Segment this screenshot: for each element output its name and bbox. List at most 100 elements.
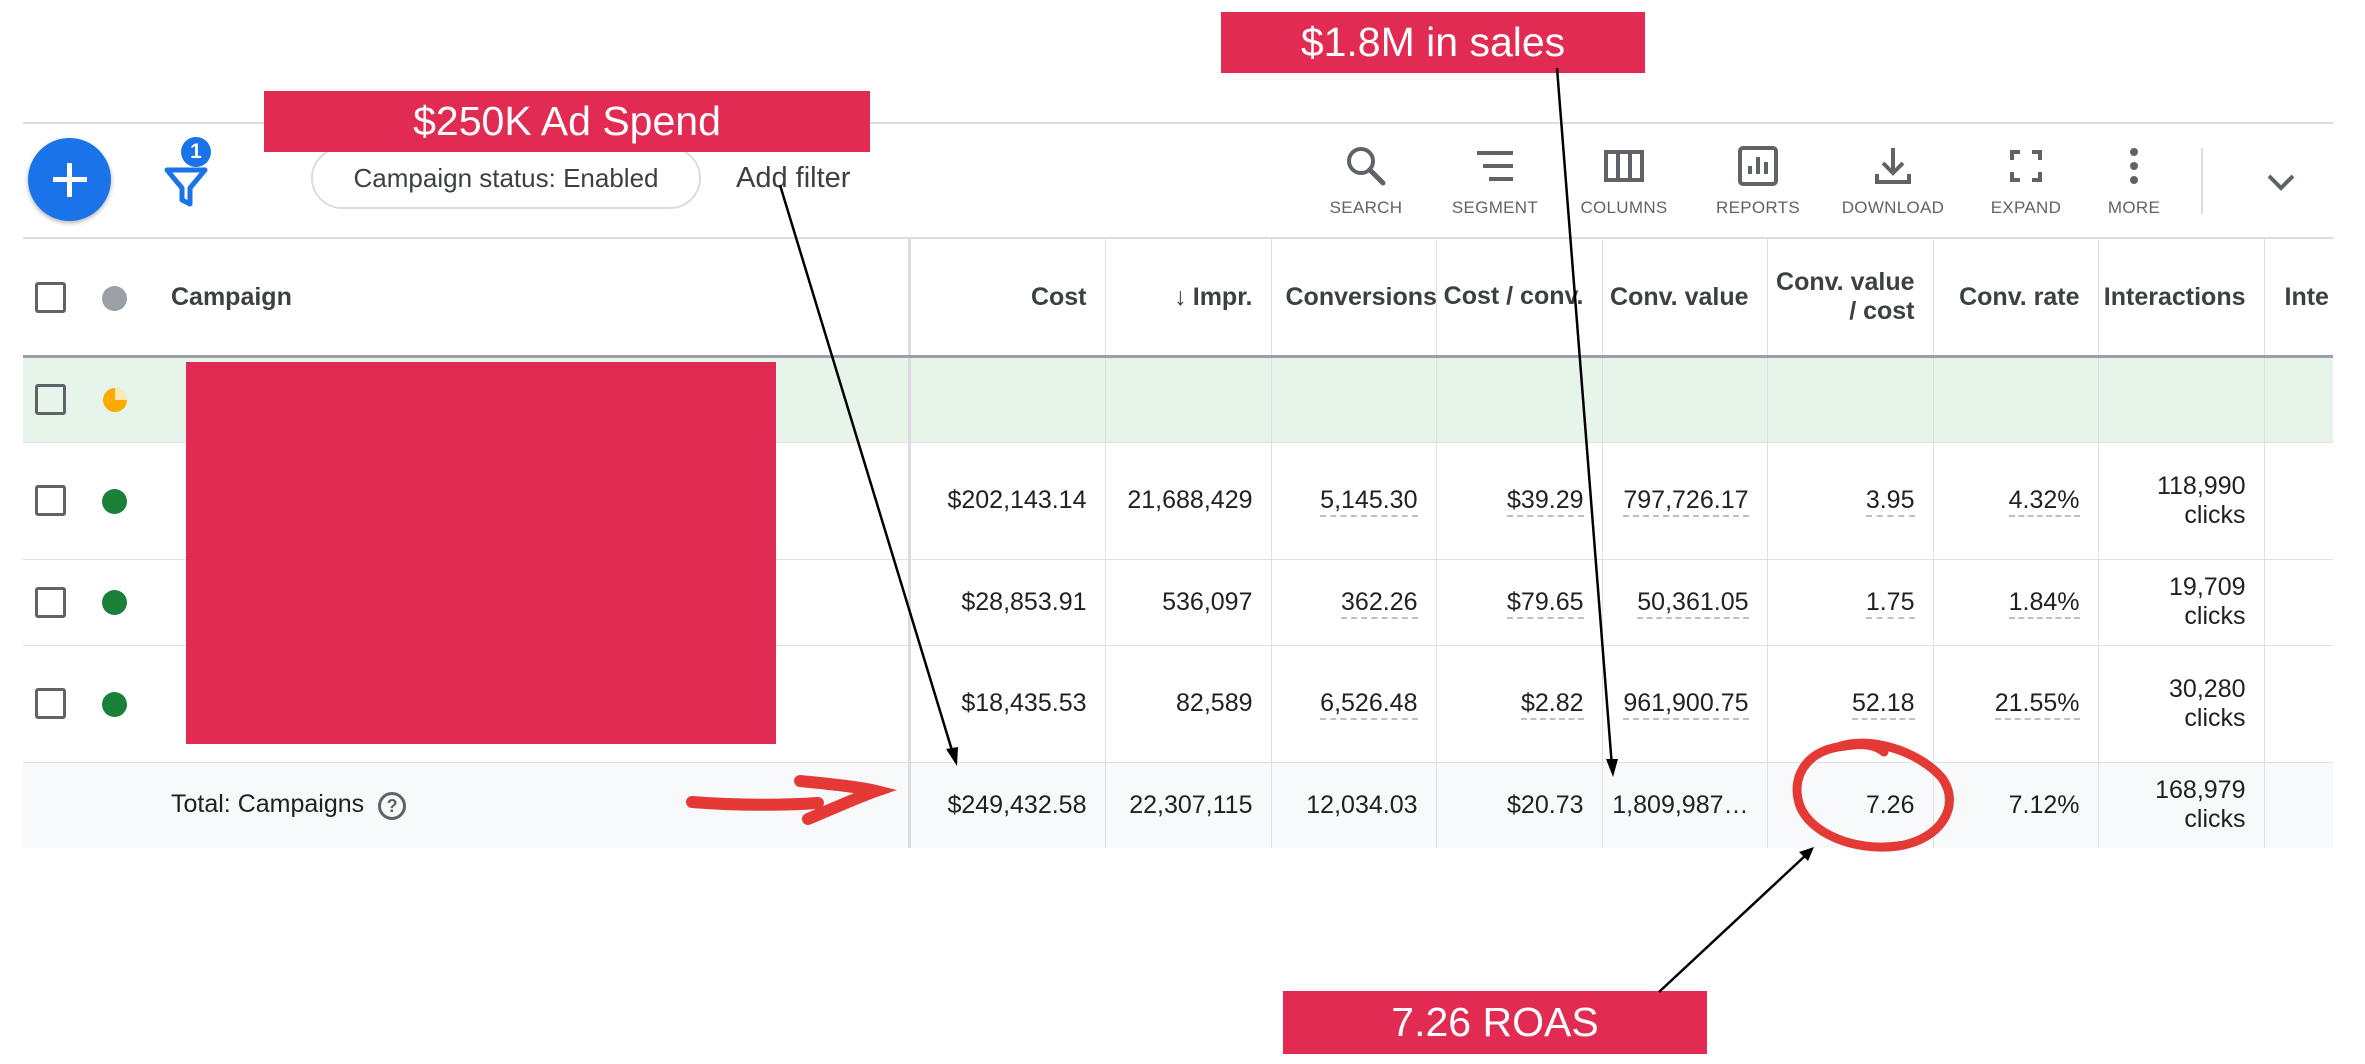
select-all-cell — [23, 239, 78, 358]
segment-icon — [1477, 151, 1513, 181]
status-dot-icon — [102, 285, 127, 311]
inte-header[interactable]: Inte — [2263, 239, 2333, 358]
conv-value-cost-value[interactable]: 1.75 — [1865, 587, 1915, 619]
filter-count-badge: 1 — [181, 137, 211, 167]
total-interactions-unit: clicks — [2184, 805, 2246, 833]
conv-rate-value[interactable]: 4.32% — [2008, 486, 2080, 517]
impr-header-label: Impr. — [1192, 282, 1253, 311]
campaign-header[interactable]: Campaign — [151, 239, 909, 358]
segment-button[interactable]: SEGMENT — [1425, 144, 1565, 218]
more-vert-icon — [2130, 148, 2138, 184]
interactions-value: 30,280 — [2169, 674, 2246, 703]
conv-value-value[interactable]: 797,726.17 — [1623, 486, 1749, 517]
chevron-down-icon[interactable] — [2261, 162, 2301, 202]
impr-header[interactable]: ↓ Impr. — [1104, 239, 1271, 358]
table-cell — [78, 762, 151, 848]
conv-rate-value[interactable]: 1.84% — [2008, 587, 2080, 619]
total-row: Total: Campaigns? $249,432.58 22,307,115… — [23, 762, 2333, 848]
cost-cell: $18,435.53 — [907, 645, 1105, 763]
reports-button[interactable]: REPORTS — [1688, 144, 1828, 218]
conv-rate-value[interactable]: 21.55% — [1994, 689, 2080, 720]
add-campaign-button[interactable] — [28, 138, 111, 221]
total-conversions-cell: 12,034.03 — [1270, 762, 1436, 848]
ad-spend-annotation: $250K Ad Spend — [264, 91, 870, 152]
conversions-value[interactable]: 6,526.48 — [1320, 689, 1418, 720]
cost-conv-cell: $2.82 — [1435, 645, 1602, 763]
cost-header[interactable]: Cost — [907, 239, 1105, 358]
table-cell — [1766, 356, 1933, 443]
add-filter-link[interactable]: Add filter — [736, 162, 851, 194]
conversions-value[interactable]: 362.26 — [1341, 587, 1418, 619]
columns-label: COLUMNS — [1580, 198, 1668, 217]
enabled-status-icon — [102, 488, 127, 514]
search-button[interactable]: SEARCH — [1296, 144, 1436, 218]
expand-icon — [2010, 150, 2042, 182]
download-button[interactable]: DOWNLOAD — [1823, 144, 1963, 218]
total-conv-value-cost-cell: 7.26 — [1766, 762, 1933, 848]
conv-value-cost-value[interactable]: 3.95 — [1865, 486, 1915, 517]
conv-rate-header[interactable]: Conv. rate — [1932, 239, 2098, 358]
filter-icon[interactable] — [159, 154, 219, 214]
total-label-cell: Total: Campaigns? — [151, 762, 909, 848]
total-interactions-cell: 168,979 clicks — [2097, 762, 2264, 848]
total-conv-rate-cell: 7.12% — [1932, 762, 2098, 848]
cost-conv-header[interactable]: Cost / conv. — [1435, 239, 1602, 358]
table-cell — [2097, 356, 2264, 443]
conv-value-header[interactable]: Conv. value — [1601, 239, 1767, 358]
columns-button[interactable]: COLUMNS — [1554, 144, 1694, 218]
redacted-campaign-names — [186, 362, 776, 744]
sort-arrow-icon: ↓ — [1174, 282, 1187, 311]
select-all-checkbox[interactable] — [35, 281, 66, 313]
sales-annotation: $1.8M in sales — [1221, 12, 1645, 73]
conv-value-cost-value[interactable]: 52.18 — [1851, 689, 1915, 720]
table-cell — [2263, 762, 2333, 848]
conv-value-value[interactable]: 961,900.75 — [1623, 689, 1749, 720]
enabled-status-icon — [102, 691, 127, 717]
conv-value-cost-cell: 52.18 — [1766, 645, 1933, 763]
conversions-cell: 6,526.48 — [1270, 645, 1436, 763]
columns-icon — [1604, 150, 1644, 182]
interactions-cell: 19,709 clicks — [2097, 559, 2264, 646]
roas-annotation: 7.26 ROAS — [1283, 991, 1707, 1054]
cost-cell: $28,853.91 — [907, 559, 1105, 646]
toolbar-divider — [2201, 148, 2203, 214]
more-label: MORE — [2107, 198, 2161, 217]
table-cell — [23, 762, 78, 848]
row-checkbox[interactable] — [35, 586, 66, 618]
interactions-unit: clicks — [2184, 602, 2246, 630]
row-status-cell — [78, 442, 151, 560]
impr-cell: 82,589 — [1104, 645, 1271, 763]
row-checkbox[interactable] — [35, 485, 66, 516]
impr-cell: 21,688,429 — [1104, 442, 1271, 560]
cost-conv-value[interactable]: $2.82 — [1520, 689, 1584, 720]
conv-rate-cell: 4.32% — [1932, 442, 2098, 560]
more-button[interactable]: MORE — [2064, 144, 2204, 218]
total-conv-value-cell: 1,809,987… — [1601, 762, 1767, 848]
conv-value-cost-cell: 3.95 — [1766, 442, 1933, 560]
row-checkbox[interactable] — [35, 384, 66, 415]
conv-rate-cell: 1.84% — [1932, 559, 2098, 646]
reports-label: REPORTS — [1716, 198, 1800, 217]
conv-value-cost-header[interactable]: Conv. value / cost — [1766, 239, 1933, 358]
table-cell — [1932, 356, 2098, 443]
row-select-cell — [23, 559, 78, 646]
total-impr-cell: 22,307,115 — [1104, 762, 1271, 848]
cost-conv-value[interactable]: $79.65 — [1507, 587, 1584, 619]
interactions-value: 118,990 — [2156, 471, 2246, 500]
cost-conv-value[interactable]: $39.29 — [1507, 486, 1584, 517]
download-label: DOWNLOAD — [1841, 198, 1945, 217]
expand-button[interactable]: EXPAND — [1956, 144, 2096, 218]
campaign-status-filter-chip[interactable]: Campaign status: Enabled — [311, 147, 701, 209]
conversions-header[interactable]: Conversions — [1270, 239, 1436, 358]
search-label: SEARCH — [1329, 198, 1403, 217]
row-select-cell — [23, 645, 78, 763]
table-cell — [1104, 356, 1271, 443]
impr-cell: 536,097 — [1104, 559, 1271, 646]
total-interactions-value: 168,979 — [2155, 776, 2246, 804]
help-icon[interactable]: ? — [378, 791, 407, 820]
row-checkbox[interactable] — [35, 688, 66, 719]
conv-value-value[interactable]: 50,361.05 — [1637, 587, 1749, 619]
reports-icon — [1738, 146, 1778, 186]
conversions-value[interactable]: 5,145.30 — [1320, 486, 1418, 517]
interactions-header[interactable]: Interactions — [2097, 239, 2264, 358]
